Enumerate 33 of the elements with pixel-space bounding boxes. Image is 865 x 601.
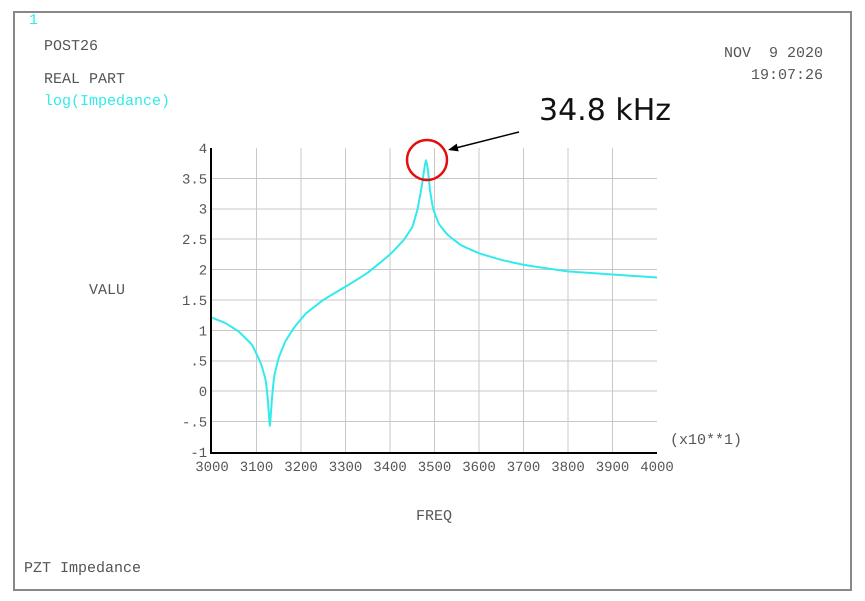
x-tick-label: 3800 (551, 460, 585, 476)
y-tick-label: 1 (198, 324, 208, 340)
y-tick-label: -1 (190, 446, 208, 462)
y-tick-label: 1.5 (182, 294, 208, 310)
y-tick-label: -.5 (182, 416, 208, 432)
x-tick-label: 4000 (640, 460, 674, 476)
text: PZT Impedance (24, 560, 142, 577)
text: 34.8 kHz (539, 93, 672, 128)
y-tick-label: 3.5 (182, 172, 208, 188)
y-tick-label: 2 (198, 264, 208, 280)
x-tick-label: 3400 (373, 460, 407, 476)
x-tick-label: 3700 (506, 460, 540, 476)
text: log(Impedance) (44, 93, 170, 110)
x-tick-label: 3100 (240, 460, 274, 476)
x-tick-label: 3300 (328, 460, 362, 476)
y-tick-label: 4 (198, 142, 208, 158)
x-tick-label: 3200 (284, 460, 318, 476)
text: NOV 9 2020 (724, 45, 824, 62)
x-tick-label: 3900 (596, 460, 630, 476)
text: (x10**1) (670, 432, 742, 449)
x-axis-title: FREQ (416, 508, 452, 525)
text: 19:07:26 (751, 67, 824, 84)
text: REAL PART (44, 71, 126, 88)
x-tick-label: 3500 (418, 460, 452, 476)
text: 1 (29, 12, 38, 29)
x-tick-label: 3000 (195, 460, 229, 476)
y-tick-label: 3 (198, 202, 208, 219)
y-tick-label: .5 (190, 354, 208, 371)
y-axis-title: VALU (89, 282, 126, 299)
x-tick-label: 3600 (462, 460, 496, 476)
y-tick-label: 2.5 (182, 233, 208, 250)
text: POST26 (44, 38, 98, 55)
y-tick-label: 0 (198, 385, 208, 402)
